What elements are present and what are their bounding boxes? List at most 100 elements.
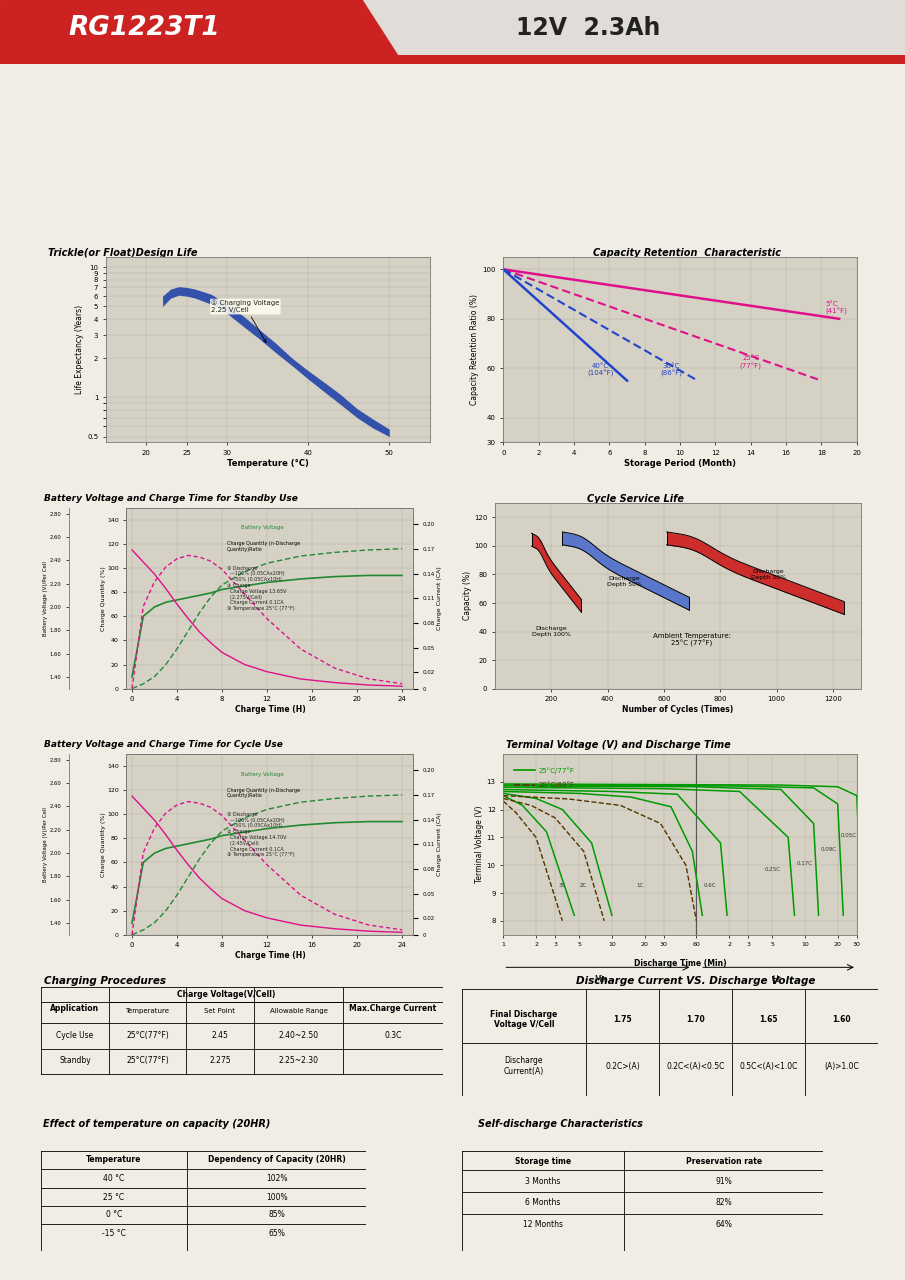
Text: 85%: 85%: [269, 1211, 285, 1220]
Y-axis label: Charge Current (CA): Charge Current (CA): [437, 566, 442, 630]
Text: Battery Voltage and Charge Time for Standby Use: Battery Voltage and Charge Time for Stan…: [44, 494, 299, 503]
Text: ① Discharge
  —100% (0.05CAx20H)
  ---50% (0.05CAx10H)
② Charge
  Charge Voltage: ① Discharge —100% (0.05CAx20H) ---50% (0…: [227, 566, 294, 612]
Text: Charge Voltage(V/Cell): Charge Voltage(V/Cell): [176, 989, 275, 998]
Text: ① Discharge
  —100% (0.05CAx20H)
  ---50% (0.05CAx10H)
② Charge
  Charge Voltage: ① Discharge —100% (0.05CAx20H) ---50% (0…: [227, 812, 294, 858]
X-axis label: Discharge Time (Min): Discharge Time (Min): [634, 959, 727, 968]
Text: Discharge Current VS. Discharge Voltage: Discharge Current VS. Discharge Voltage: [576, 977, 815, 986]
Y-axis label: Life Expectancy (Years): Life Expectancy (Years): [75, 305, 84, 394]
Text: 0.25C: 0.25C: [765, 867, 780, 872]
Text: 2.25~2.30: 2.25~2.30: [279, 1056, 319, 1065]
Text: 0.09C: 0.09C: [821, 847, 837, 852]
Text: 0 °C: 0 °C: [106, 1211, 122, 1220]
Text: 1.60: 1.60: [832, 1015, 851, 1024]
Y-axis label: Charge Current (CA): Charge Current (CA): [437, 813, 442, 877]
Text: 3C: 3C: [558, 883, 566, 888]
Text: 25°C(77°F): 25°C(77°F): [126, 1032, 169, 1041]
Y-axis label: Capacity (%): Capacity (%): [463, 571, 472, 621]
Text: 0.5C<(A)<1.0C: 0.5C<(A)<1.0C: [739, 1061, 798, 1070]
Text: 3 Months: 3 Months: [525, 1176, 560, 1185]
Text: Charging Procedures: Charging Procedures: [44, 977, 167, 986]
Text: 20°C/68°F: 20°C/68°F: [538, 781, 575, 788]
Text: Cycle Use: Cycle Use: [56, 1032, 93, 1041]
Y-axis label: Terminal Voltage (V): Terminal Voltage (V): [475, 805, 484, 883]
Text: 0.2C>(A): 0.2C>(A): [605, 1061, 640, 1070]
Text: Max.Charge Current: Max.Charge Current: [349, 1004, 437, 1012]
Text: Hr: Hr: [772, 974, 781, 983]
Text: 6 Months: 6 Months: [525, 1198, 560, 1207]
Text: ① Charging Voltage
2.25 V/Cell: ① Charging Voltage 2.25 V/Cell: [211, 300, 280, 342]
Y-axis label: Battery Voltage (V)/Per Cell: Battery Voltage (V)/Per Cell: [43, 561, 48, 636]
Text: 25 °C: 25 °C: [103, 1193, 125, 1202]
Bar: [0, 0, 362, 56]
Text: 0.3C: 0.3C: [385, 1032, 402, 1041]
Text: Battery Voltage: Battery Voltage: [241, 526, 284, 530]
Text: Min: Min: [595, 974, 608, 983]
Text: Allowable Range: Allowable Range: [270, 1007, 328, 1014]
Text: Discharge
Depth 30%: Discharge Depth 30%: [750, 570, 786, 580]
Text: Effect of temperature on capacity (20HR): Effect of temperature on capacity (20HR): [43, 1119, 271, 1129]
Text: 12V  2.3Ah: 12V 2.3Ah: [516, 17, 661, 40]
X-axis label: Charge Time (H): Charge Time (H): [234, 951, 305, 960]
Text: Battery Voltage and Charge Time for Cycle Use: Battery Voltage and Charge Time for Cycl…: [44, 740, 283, 749]
Text: 100%: 100%: [266, 1193, 288, 1202]
Text: 30°C
(86°F): 30°C (86°F): [661, 362, 682, 378]
Text: Discharge
Current(A): Discharge Current(A): [504, 1056, 544, 1075]
Text: 40 °C: 40 °C: [103, 1174, 125, 1183]
Text: Standby: Standby: [59, 1056, 90, 1065]
Text: -15 °C: -15 °C: [102, 1229, 126, 1238]
Text: 40°C
(104°F): 40°C (104°F): [587, 362, 614, 378]
Y-axis label: Capacity Retention Ratio (%): Capacity Retention Ratio (%): [471, 294, 480, 406]
X-axis label: Temperature (°C): Temperature (°C): [227, 460, 309, 468]
Text: Storage time: Storage time: [515, 1157, 571, 1166]
Text: 1.65: 1.65: [759, 1015, 777, 1024]
Text: Temperature: Temperature: [126, 1007, 169, 1014]
Polygon shape: [290, 0, 398, 56]
Text: Discharge
Depth 100%: Discharge Depth 100%: [532, 626, 571, 637]
Text: 25°C(77°F): 25°C(77°F): [126, 1056, 169, 1065]
Text: Dependency of Capacity (20HR): Dependency of Capacity (20HR): [208, 1155, 346, 1164]
Text: 2.40~2.50: 2.40~2.50: [279, 1032, 319, 1041]
Text: Charge Quantity (n-Discharge
Quantity)Ratio: Charge Quantity (n-Discharge Quantity)Ra…: [227, 787, 300, 799]
Text: Cycle Service Life: Cycle Service Life: [587, 494, 684, 504]
Text: 0.6C: 0.6C: [704, 883, 716, 888]
Text: 65%: 65%: [269, 1229, 285, 1238]
Text: 2.275: 2.275: [209, 1056, 231, 1065]
Text: Temperature: Temperature: [86, 1155, 142, 1164]
Text: Terminal Voltage (V) and Discharge Time: Terminal Voltage (V) and Discharge Time: [506, 740, 731, 750]
Text: Trickle(or Float)Design Life: Trickle(or Float)Design Life: [49, 248, 198, 257]
Text: 25°C
(77°F): 25°C (77°F): [739, 356, 762, 370]
Text: Capacity Retention  Characteristic: Capacity Retention Characteristic: [593, 248, 781, 257]
Text: 0.2C<(A)<0.5C: 0.2C<(A)<0.5C: [666, 1061, 725, 1070]
Text: 1.75: 1.75: [614, 1015, 633, 1024]
Text: 0.17C: 0.17C: [797, 861, 813, 867]
Text: RG1223T1: RG1223T1: [69, 15, 221, 41]
Text: Application: Application: [51, 1004, 100, 1012]
Text: Set Point: Set Point: [205, 1007, 235, 1014]
Text: 12 Months: 12 Months: [523, 1220, 563, 1229]
Text: 1.70: 1.70: [686, 1015, 705, 1024]
Text: Discharge
Depth 50%: Discharge Depth 50%: [607, 576, 642, 588]
Text: 2.45: 2.45: [212, 1032, 228, 1041]
Y-axis label: Charge Quantity (%): Charge Quantity (%): [100, 566, 106, 631]
Text: 82%: 82%: [715, 1198, 732, 1207]
X-axis label: Number of Cycles (Times): Number of Cycles (Times): [623, 705, 734, 714]
Text: 0.05C: 0.05C: [840, 833, 856, 838]
Text: 1C: 1C: [636, 883, 643, 888]
Text: Ambient Temperature:
25°C (77°F): Ambient Temperature: 25°C (77°F): [653, 632, 731, 648]
Y-axis label: Charge Quantity (%): Charge Quantity (%): [100, 812, 106, 877]
Text: Battery Voltage: Battery Voltage: [241, 772, 284, 777]
Text: 2C: 2C: [580, 883, 587, 888]
Text: 102%: 102%: [266, 1174, 288, 1183]
Text: 5°C
(41°F): 5°C (41°F): [825, 301, 847, 315]
Text: Charge Quantity (n-Discharge
Quantity)Ratio: Charge Quantity (n-Discharge Quantity)Ra…: [227, 541, 300, 552]
Text: Self-discharge Characteristics: Self-discharge Characteristics: [478, 1119, 643, 1129]
Y-axis label: Battery Voltage (V)/Per Cell: Battery Voltage (V)/Per Cell: [43, 806, 48, 882]
X-axis label: Storage Period (Month): Storage Period (Month): [624, 460, 736, 468]
Text: Preservation rate: Preservation rate: [686, 1157, 762, 1166]
Text: Final Discharge
Voltage V/Cell: Final Discharge Voltage V/Cell: [491, 1010, 557, 1029]
Text: 64%: 64%: [715, 1220, 732, 1229]
Text: (A)>1.0C: (A)>1.0C: [824, 1061, 859, 1070]
Text: 91%: 91%: [715, 1176, 732, 1185]
X-axis label: Charge Time (H): Charge Time (H): [234, 705, 305, 714]
Text: 25°C/77°F: 25°C/77°F: [538, 767, 575, 773]
